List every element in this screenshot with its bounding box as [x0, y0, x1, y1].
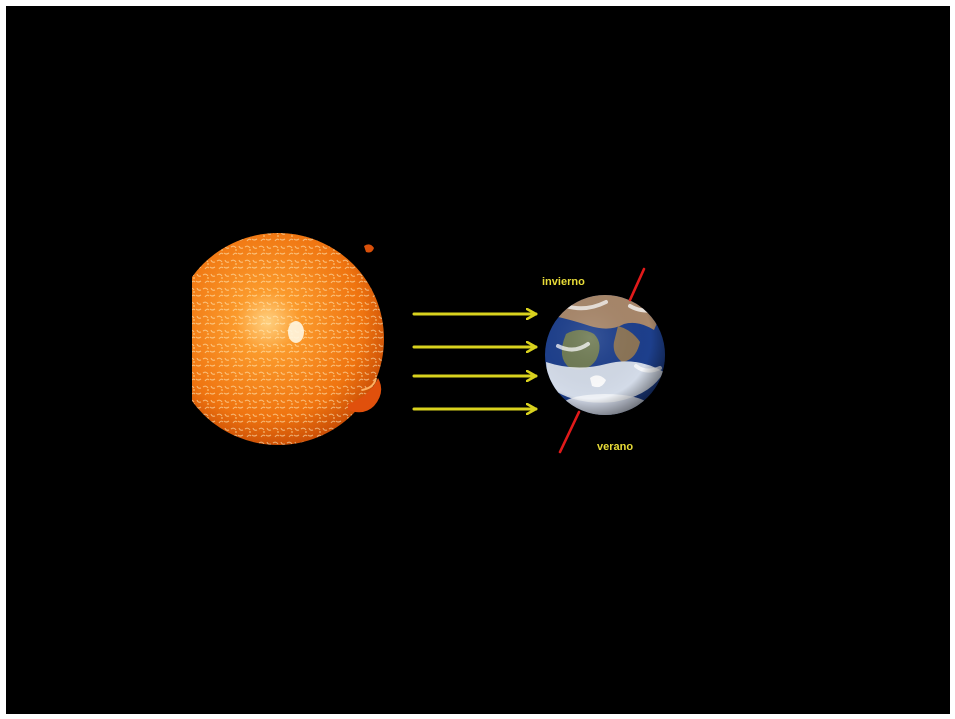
rotation-axis [558, 267, 646, 454]
sun-rays [412, 314, 538, 409]
slide: invierno verano [6, 6, 950, 714]
summer-label: verano [597, 441, 634, 453]
seasons-diagram [192, 233, 665, 454]
earth-icon [545, 295, 665, 415]
winter-label: invierno [542, 276, 585, 288]
sun-icon [192, 233, 384, 445]
